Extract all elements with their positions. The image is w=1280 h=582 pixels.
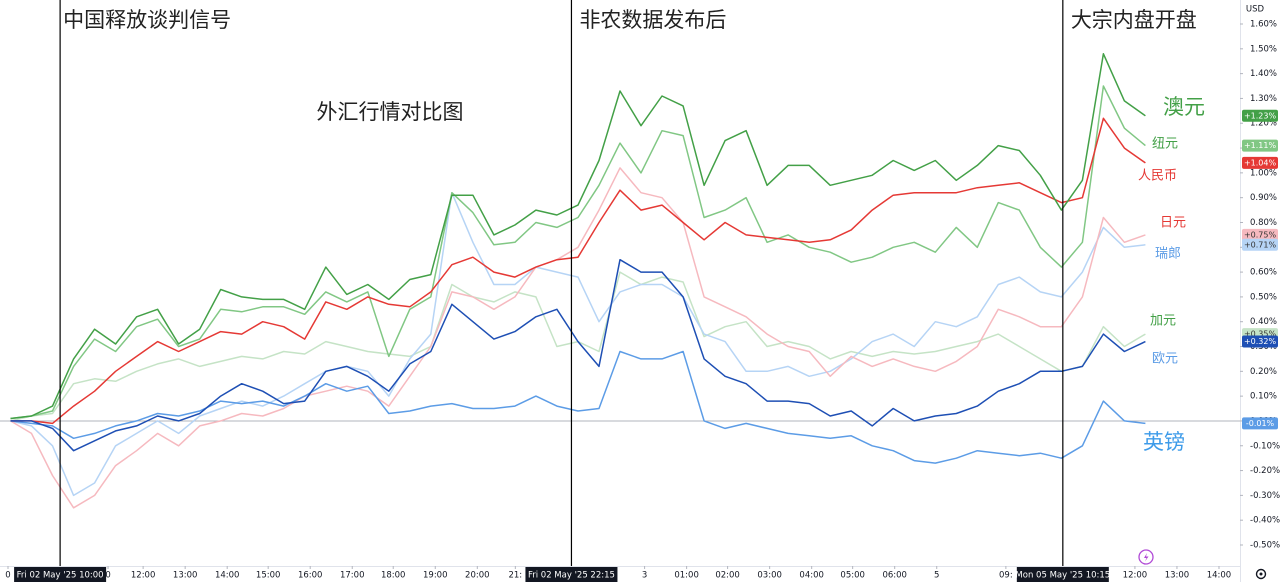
series-name: 欧元 [1152,352,1178,367]
y-tick-label: -0.10% [1250,441,1280,451]
x-tick-label: 20:00 [465,571,490,581]
series-line [10,53,1146,420]
y-tick-label: 1.00% [1250,168,1277,178]
lightning-icon[interactable] [1138,549,1154,565]
y-tick-label: 0.60% [1250,268,1277,278]
series-name: 加元 [1150,314,1176,329]
last-value-badge [1242,139,1278,152]
y-tick-label: 0.80% [1250,218,1277,228]
last-value-badge [1242,109,1278,122]
last-value-label: +1.04% [1244,158,1277,167]
series-name: 澳元 [1163,95,1205,119]
series-line [10,350,1146,464]
y-tick-label: 0.40% [1250,317,1277,327]
x-tick-label: 16:00 [298,571,323,581]
series-line [10,167,1146,509]
time-badge [1016,567,1109,582]
last-value-badge [1242,238,1278,251]
x-tick-label: 01:00 [674,571,699,581]
y-tick-label: -0.50% [1250,540,1280,550]
x-tick-label: 17:00 [340,571,365,581]
last-value-badge [1242,228,1278,241]
x-tick-label: 19:00 [423,571,448,581]
last-value-label: +0.35% [1244,330,1277,339]
last-value-label: +1.23% [1244,111,1277,120]
y-tick-label: 1.50% [1250,44,1277,54]
x-tick-label: 02:00 [715,571,740,581]
y-tick-label: -0.40% [1250,516,1280,526]
time-badge [525,567,618,582]
y-tick-label: 1.20% [1250,119,1277,129]
x-tick-label: 18:00 [381,571,406,581]
y-tick-label: 1.30% [1250,94,1277,104]
x-tick-label: 14:00 [215,571,240,581]
x-tick-label: 13:00 [1165,571,1190,581]
last-value-label: +0.32% [1244,337,1277,346]
y-tick-label: -0.30% [1250,491,1280,501]
x-tick-label: 05:00 [840,571,865,581]
time-badge-label: Fri 02 May '25 10:00 [17,571,104,581]
x-tick-label: 14:00 [1207,571,1232,581]
series-line [10,191,1146,497]
series-name: 日元 [1160,216,1186,231]
last-value-label: -0.01% [1246,419,1275,428]
x-tick-label: 15:00 [256,571,281,581]
y-tick-label: 0.50% [1250,292,1277,302]
series-line [10,258,1146,452]
event-label: 非农数据发布后 [579,8,726,32]
y-tick-label: 0.20% [1250,367,1277,377]
event-label: 大宗内盘开盘 [1071,8,1197,32]
series-name: 人民币 [1138,169,1177,184]
last-value-badge [1242,417,1278,430]
time-badge [14,567,107,582]
settings-icon[interactable] [1255,568,1267,580]
x-tick-label: 3 [642,571,647,581]
time-badge-label: Mon 05 May '25 10:15 [1015,571,1110,581]
x-tick-label: 5 [934,571,939,581]
x-tick-label: 04:00 [799,571,824,581]
time-badge-label: Fri 02 May '25 22:15 [528,571,615,581]
series-line [10,117,1146,425]
last-value-label: +1.11% [1244,141,1277,150]
last-value-badge [1242,156,1278,169]
y-tick-label: 0.10% [1250,392,1277,402]
x-tick-label: 03:00 [757,571,782,581]
x-tick-label: 12:00 [131,571,156,581]
x-tick-label: 21: [508,571,522,581]
chart-title: 外汇行情对比图 [317,100,464,124]
series-line [10,85,1146,420]
series-name: 纽元 [1152,137,1178,152]
last-value-label: +0.75% [1244,230,1277,239]
series-name: 英镑 [1143,430,1185,454]
y-tick-label: 1.40% [1250,69,1277,79]
y-tick-label: 0.90% [1250,193,1277,203]
x-tick-label: 09: [999,571,1013,581]
last-value-label: +0.71% [1244,240,1277,249]
event-label: 中国释放谈判信号 [63,8,231,32]
axis-unit: USD [1246,5,1265,15]
last-value-badge [1242,335,1278,348]
x-tick-label: 12:00 [1123,571,1148,581]
y-tick-label: 1.60% [1250,20,1277,30]
series-name: 瑞郎 [1155,247,1181,262]
x-tick-label: 0 [105,571,110,581]
x-tick-label: 13:00 [173,571,198,581]
x-tick-label: 06:00 [882,571,907,581]
x-tick-label: 0 [5,571,10,581]
y-tick-label: -0.20% [1250,466,1280,476]
